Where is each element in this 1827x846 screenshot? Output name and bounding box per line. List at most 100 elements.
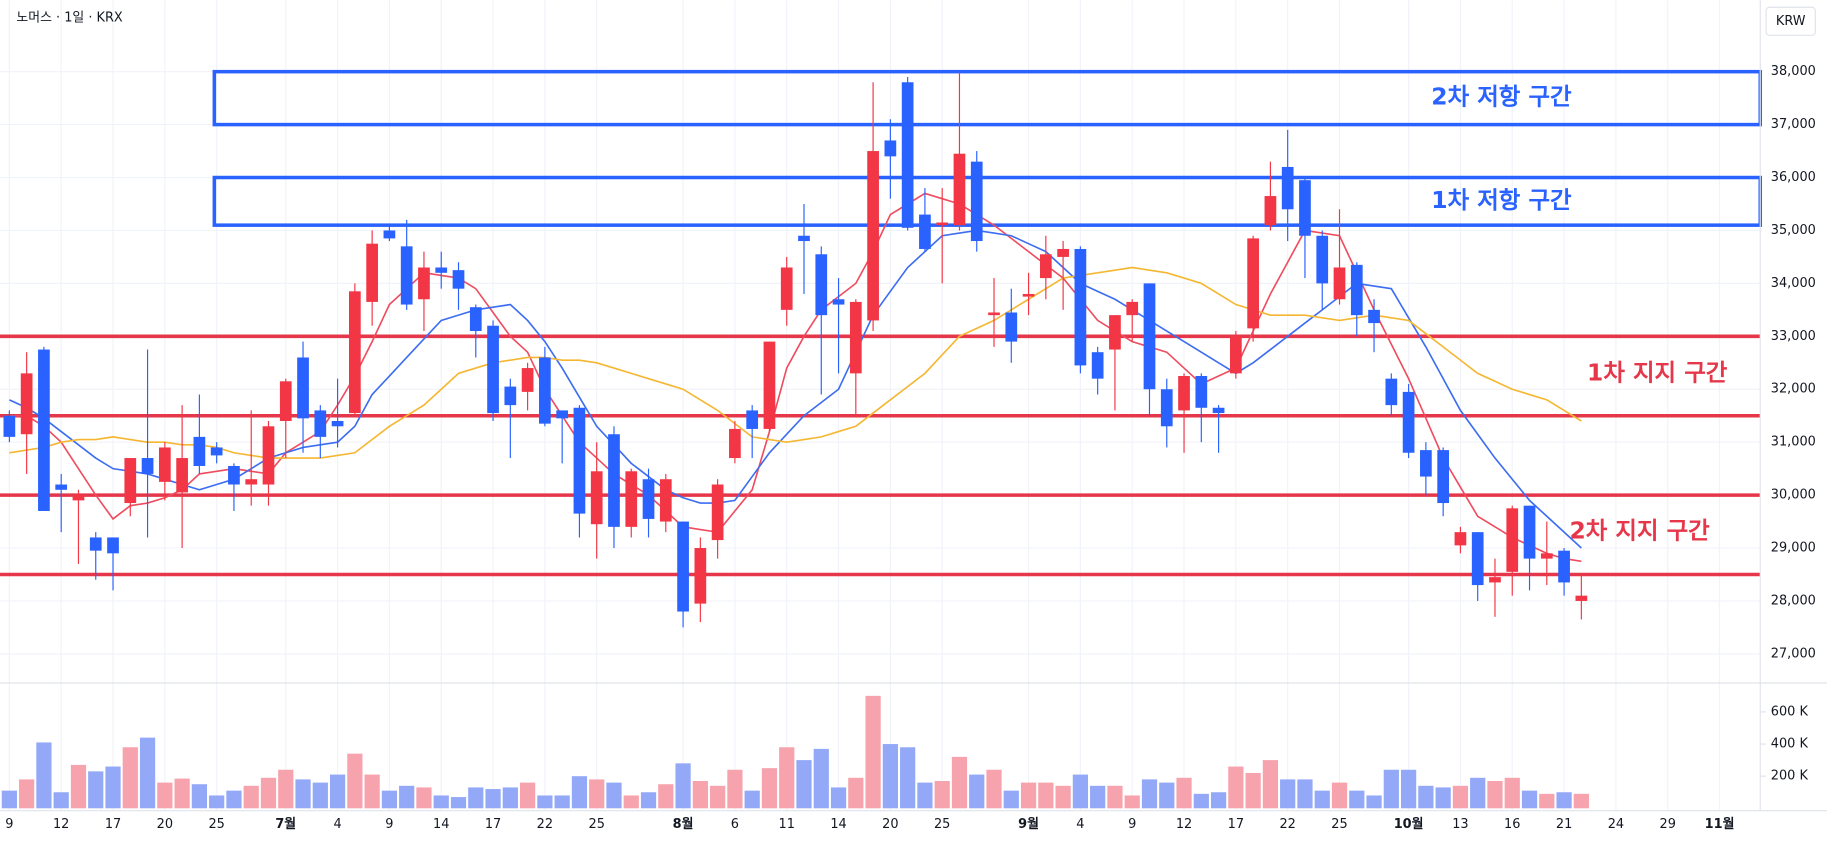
volume-bar [761,768,778,809]
x-tick-label: 9 [385,817,393,832]
x-tick-label: 29 [1660,817,1676,832]
candle-body [1489,577,1501,583]
y-tick-label: 30,000 [1771,488,1816,503]
volume-bar [1210,792,1227,809]
volume-bar [710,785,726,809]
volume-bar [1090,785,1106,809]
volume-bar [329,774,346,809]
candle-body [988,312,1000,316]
x-tick-label: 11월 [1705,816,1735,832]
volume-bar [1262,760,1279,809]
volume-bar [191,784,208,809]
volume-bar [1280,779,1296,809]
candle-body [815,254,828,316]
candle-body [573,407,586,514]
candle-body [1402,391,1415,453]
volume-bar [70,764,87,809]
candle-body [1178,376,1190,411]
volume-bar [1072,774,1089,809]
x-tick-label: 20 [157,817,173,832]
candle-body [1558,550,1570,583]
x-tick-label: 8월 [673,816,694,832]
volume-bar [1539,793,1555,809]
candle-body [1022,293,1035,297]
volume-bar [416,787,432,809]
volume-bar [1297,779,1313,809]
candle-body [953,153,966,226]
volume-bar [1573,793,1589,809]
candle-body [711,484,724,541]
candle-body [1264,196,1277,226]
candle-body [1316,235,1329,284]
volume-bar [571,776,588,809]
y-tick-label: 38,000 [1771,64,1816,79]
volume-bar [554,795,570,809]
y-tick-label: 31,000 [1771,435,1816,450]
x-tick-label: 4 [1076,817,1084,832]
candle-body [1247,238,1259,329]
volume-bar [485,789,501,809]
volume-bar [865,695,881,809]
x-tick-label: 4 [333,817,341,832]
candle-body [936,222,949,226]
volume-bar [727,769,743,809]
axes: 27,000 28,000 29,000 30,000 31,000 32,000 33,0… [5,64,1816,832]
candle-body [970,161,983,242]
candle-body [919,214,931,249]
candle-body [107,537,119,554]
volume-bar [450,797,467,809]
candle-body [901,82,914,228]
x-tick-label: 14 [830,817,846,832]
volume-bar [692,780,708,809]
candle-body [55,484,68,490]
currency-label[interactable]: KRW [1776,14,1806,29]
volume-bar [399,785,415,809]
currency-button[interactable] [1765,6,1816,36]
volume-bar [347,753,363,809]
volume-bar [1521,790,1538,809]
candle-body [1333,267,1346,300]
x-tick-label: 25 [1331,817,1347,832]
candle-body [1074,248,1087,366]
y-tick-label: 35,000 [1771,223,1816,238]
support-label: 2차 지지 구간 [1569,516,1710,544]
candle-body [867,151,879,321]
candle-body [297,357,309,419]
resistance-label: 2차 저항 구간 [1431,83,1572,111]
candle-body [694,548,707,604]
candle-body [314,410,327,437]
candle-body [1195,376,1208,408]
volume-bar [122,747,138,809]
volume-bar [848,777,864,809]
volume-bar [675,763,691,809]
chart-title: 노머스 · 1일 · KRX [16,10,123,25]
candle-body [331,420,344,427]
volume-bar [1107,785,1123,809]
candle-body [1506,508,1519,572]
candle-body [435,267,448,273]
candle-body [228,465,240,485]
candle-body [400,246,413,305]
volume-bar [19,779,35,809]
volume-bar [226,790,242,809]
candle-body [1350,264,1363,316]
candle-body [1281,166,1294,210]
candle-body [1143,283,1156,390]
x-tick-label: 17 [485,817,501,832]
candle-body [3,415,16,437]
candle-body [418,267,430,300]
volume-bar [1,790,17,809]
volume-bar [623,795,639,809]
volume-bar [1141,779,1158,809]
candle-body [763,341,776,429]
candle-body [608,434,620,527]
x-tick-label: 21 [1556,817,1572,832]
x-tick-label: 11 [779,817,795,832]
volume-bar [433,795,449,809]
candle-body [849,301,862,374]
candle-body [452,270,465,289]
candle-body [1299,180,1311,236]
volume-bar [917,782,933,809]
volume-bar [830,787,847,809]
